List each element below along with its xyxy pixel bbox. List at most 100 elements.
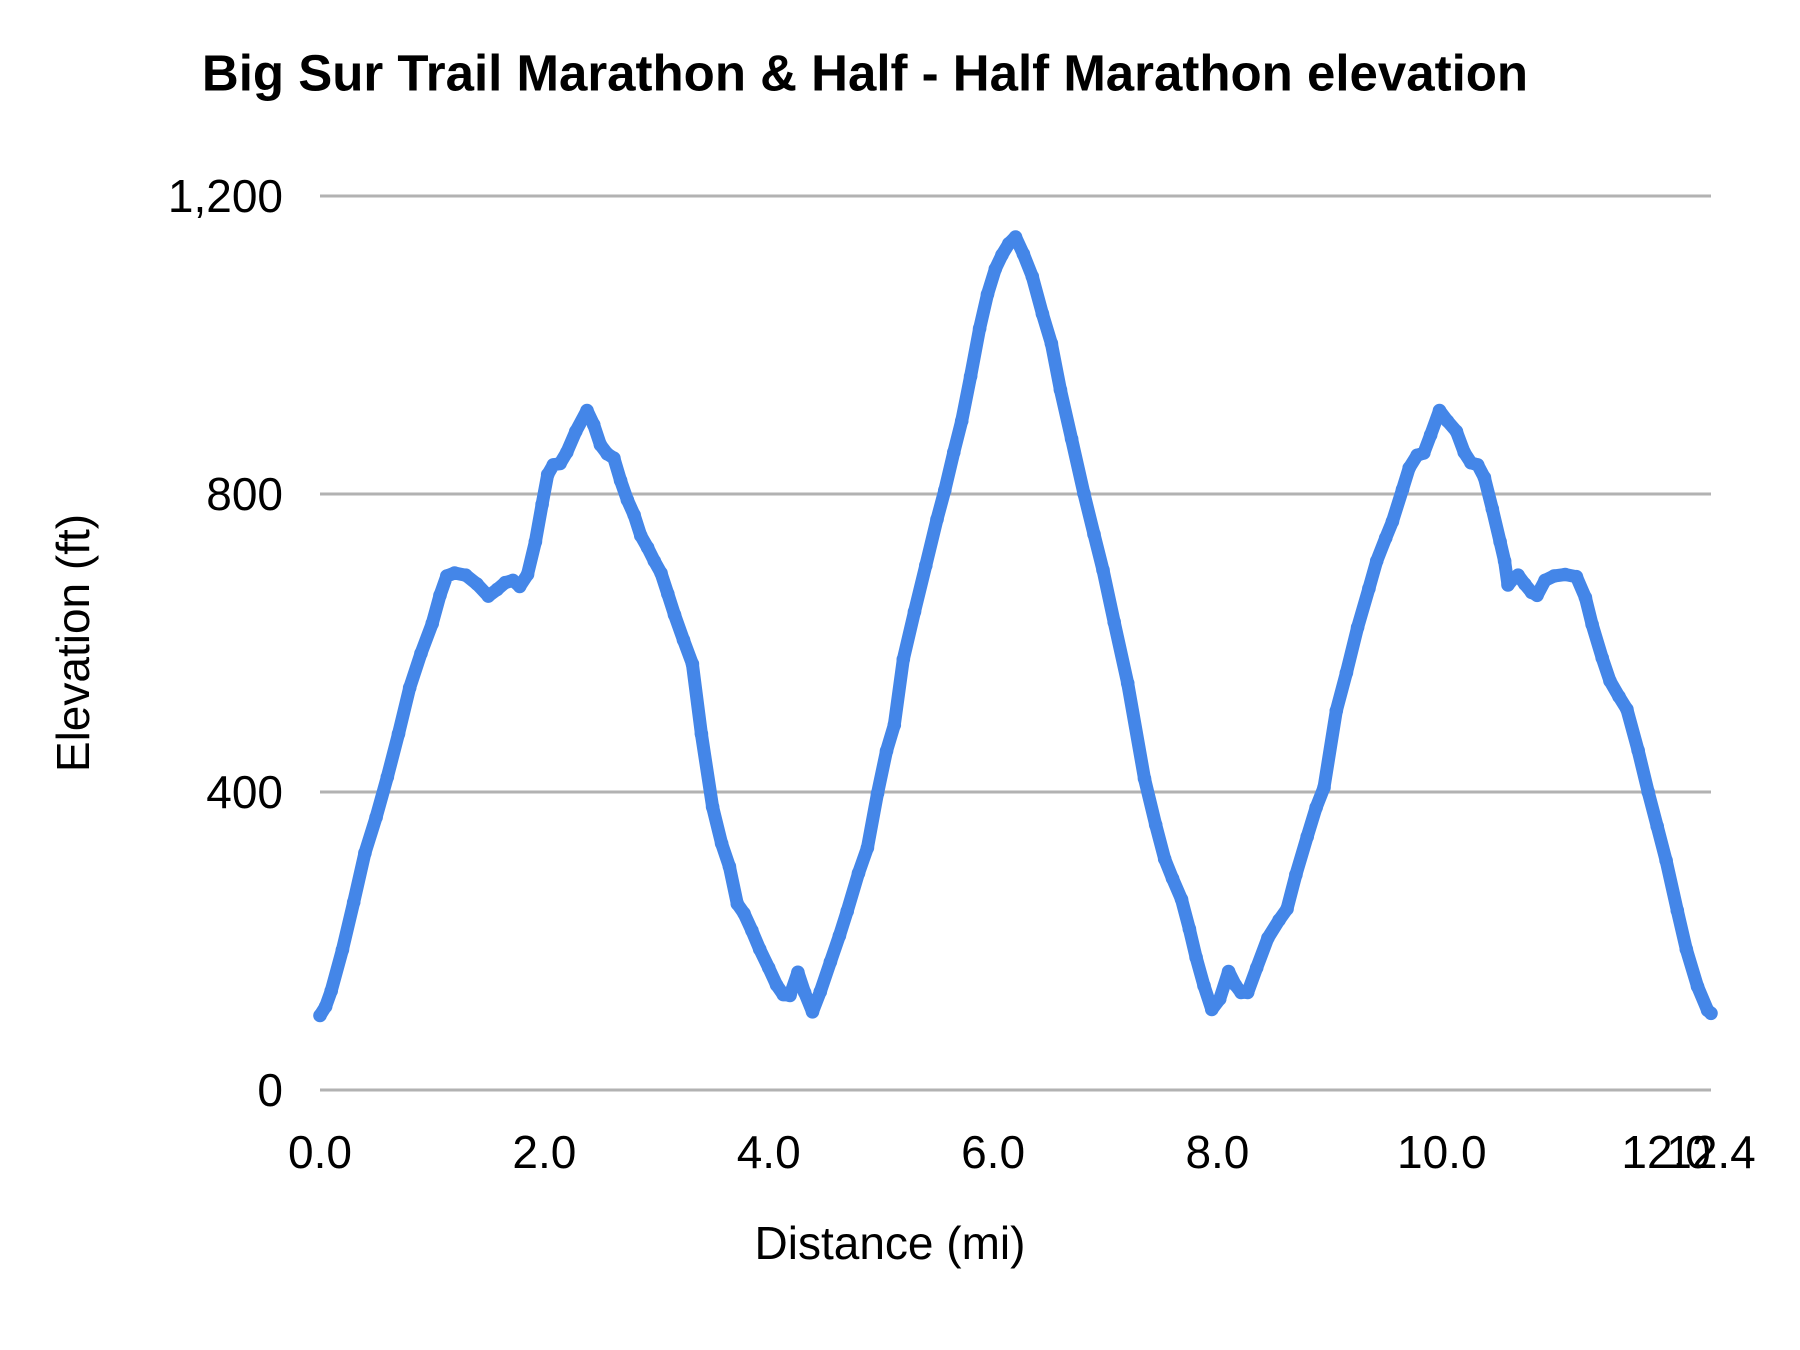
elevation-point [1053, 382, 1068, 397]
elevation-point [930, 512, 944, 527]
elevation-point [1077, 486, 1091, 501]
elevation-point [1423, 428, 1438, 442]
elevation-point [433, 588, 447, 603]
elevation-point [447, 566, 462, 580]
elevation-point [1477, 470, 1492, 485]
elevation-point [1690, 979, 1705, 994]
elevation-point [1385, 514, 1400, 529]
elevation-point [1087, 527, 1101, 541]
elevation-point [887, 718, 902, 732]
x-tick-label: 12.0 [1621, 1126, 1711, 1178]
elevation-point [1309, 800, 1323, 815]
elevation-point [1457, 445, 1471, 460]
elevation-point [1272, 913, 1286, 927]
elevation-point [528, 534, 543, 549]
elevation-point [988, 262, 1003, 276]
elevation-point [1569, 569, 1584, 584]
elevation-point [1530, 588, 1544, 603]
elevation-point [832, 929, 847, 943]
y-tick-label: 400 [206, 766, 283, 818]
x-axis-tick-labels: 0.0 2.0 4.0 6.0 8.0 10.0 12.012.4 [288, 1126, 1756, 1178]
elevation-point [414, 646, 428, 661]
elevation-point [1240, 985, 1255, 1000]
x-tick-label: 2.0 [512, 1126, 576, 1178]
elevation-point [459, 568, 473, 582]
elevation-point [1470, 458, 1485, 472]
elevation-point [972, 321, 987, 336]
elevation-point [520, 567, 535, 582]
elevation-point [607, 451, 621, 466]
elevation-point [1197, 978, 1211, 993]
elevation-point [730, 897, 745, 911]
elevation-point [634, 528, 648, 543]
elevation-point [840, 904, 854, 918]
elevation-point [954, 414, 969, 428]
elevation-point [714, 836, 729, 851]
elevation-point [391, 727, 406, 741]
elevation-point [640, 540, 655, 555]
elevation-point [1025, 269, 1040, 284]
elevation-point [1578, 590, 1593, 605]
elevation-point [995, 248, 1009, 262]
elevation-point [1182, 922, 1197, 936]
elevation-point [1603, 674, 1617, 688]
elevation-point [907, 604, 922, 619]
elevation-point [1631, 743, 1645, 758]
elevation-point [1107, 615, 1121, 629]
elevation-point [1402, 461, 1416, 475]
elevation-point [1704, 1006, 1718, 1021]
elevation-point [1659, 853, 1673, 868]
elevation-point [560, 445, 574, 460]
elevation-point [1300, 829, 1314, 844]
elevation-point [1612, 689, 1626, 704]
elevation-point [613, 473, 628, 488]
elevation-point [1148, 818, 1163, 832]
elevation-point [335, 943, 350, 957]
elevation-point [1395, 482, 1410, 497]
elevation-point [535, 497, 549, 512]
elevation-point [1205, 1002, 1219, 1017]
elevation-point [896, 652, 911, 667]
elevation-point [879, 744, 894, 758]
elevation-point [769, 978, 784, 992]
elevation-point [1120, 676, 1135, 690]
elevation-point [1165, 871, 1180, 886]
elevation-point [627, 508, 641, 522]
elevation-point [647, 554, 662, 568]
elevation-point [1174, 892, 1189, 907]
elevation-point [1064, 432, 1079, 446]
y-axis-title: Elevation (ft) [47, 514, 99, 772]
elevation-point [1317, 780, 1331, 795]
elevation-point [1670, 903, 1685, 918]
elevation-point [1008, 230, 1023, 244]
x-tick-label: 12.4 [1666, 1126, 1756, 1178]
elevation-point [1096, 563, 1110, 577]
elevation-point [947, 445, 961, 460]
elevation-point [813, 984, 828, 999]
elevation-point [620, 493, 635, 507]
elevation-point [1339, 666, 1354, 680]
elevation-point [512, 579, 527, 594]
elevation-point [425, 616, 440, 631]
elevation-point [685, 657, 700, 671]
elevation-point [1044, 336, 1059, 351]
elevation-point [1221, 964, 1236, 979]
elevation-point [470, 577, 484, 591]
elevation-point [1679, 942, 1694, 956]
elevation-point [694, 727, 709, 741]
elevation-point [569, 424, 583, 439]
elevation-point [1280, 902, 1294, 916]
elevation-point [705, 800, 720, 814]
elevation-point [380, 770, 395, 784]
elevation-point [823, 955, 838, 969]
elevation-point [761, 961, 776, 975]
elevation-point [402, 680, 417, 695]
chart-title: Big Sur Trail Marathon & Half - Half Mar… [202, 45, 1528, 102]
elevation-point [1585, 617, 1599, 632]
elevation-point [1417, 446, 1431, 460]
x-tick-label: 8.0 [1185, 1126, 1249, 1178]
x-tick-label: 6.0 [961, 1126, 1025, 1178]
x-axis-title: Distance (mi) [755, 1217, 1026, 1269]
